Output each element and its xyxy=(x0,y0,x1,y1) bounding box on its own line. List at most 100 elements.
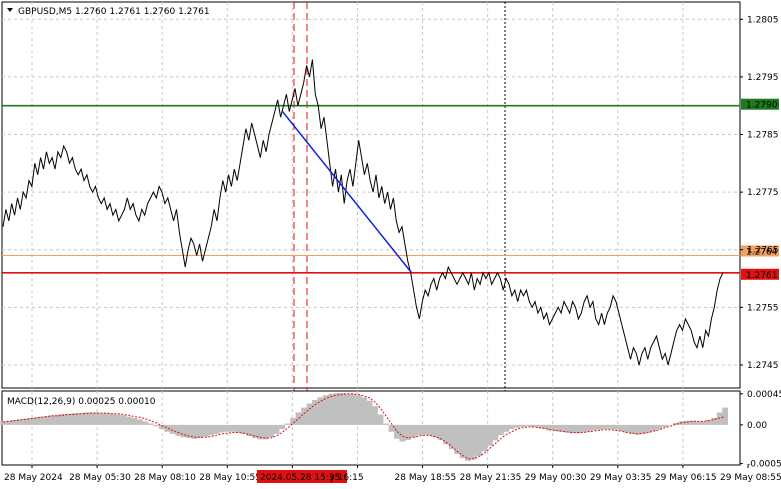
macd-bar xyxy=(405,424,411,441)
level-badge xyxy=(741,268,779,280)
macd-bar xyxy=(295,412,302,425)
trend-line[interactable] xyxy=(281,110,413,274)
macd-bar xyxy=(705,420,712,425)
macd-bar xyxy=(98,413,105,425)
macd-bar xyxy=(536,424,543,428)
macd-bar xyxy=(514,424,521,428)
macd-bar xyxy=(645,424,652,433)
macd-bar xyxy=(552,424,559,432)
macd-bar xyxy=(322,395,329,425)
x-tick-label: 29 May 08:55 xyxy=(720,473,781,483)
macd-bar xyxy=(519,424,526,427)
macd-bar xyxy=(268,424,275,438)
macd-bar xyxy=(312,399,318,425)
y-tick-label: 1.2805 xyxy=(747,15,779,25)
macd-bar xyxy=(629,424,636,434)
x-tick-label: 29 May 00:30 xyxy=(525,473,587,483)
macd-bar xyxy=(339,393,346,425)
macd-histogram xyxy=(0,393,729,461)
macd-bar xyxy=(547,424,554,431)
macd-bar xyxy=(700,421,707,425)
macd-bar xyxy=(607,424,614,430)
chevron-down-icon[interactable] xyxy=(7,8,13,12)
macd-bar xyxy=(683,420,690,425)
macd-bar xyxy=(120,415,127,425)
macd-bar xyxy=(662,424,668,427)
macd-bar xyxy=(694,421,701,425)
macd-bar xyxy=(328,393,335,425)
level-badge-label: 1.2790 xyxy=(746,101,778,111)
macd-bar xyxy=(284,423,291,425)
macd-bar xyxy=(421,424,428,435)
macd-y-axis: 0.00045 0.00 -0.00056 xyxy=(740,390,781,470)
y-tick-label: -0.00056 xyxy=(747,460,781,470)
macd-bar xyxy=(673,422,679,425)
macd-bar xyxy=(508,424,515,430)
macd-bar xyxy=(437,424,444,441)
macd-bar xyxy=(596,424,603,430)
macd-bar xyxy=(415,424,422,436)
macd-bar xyxy=(689,420,696,425)
level-badge xyxy=(741,245,779,257)
macd-bar xyxy=(350,393,357,425)
macd-bar xyxy=(377,414,384,425)
time-axis: 28 May 2024 28 May 05:30 28 May 08:10 28 Ma… xyxy=(4,465,781,483)
macd-bar xyxy=(147,423,154,425)
price-y-axis: 1.2805 1.2795 1.2785 1.2775 1.2765 1.2755 1.27… xyxy=(740,15,779,371)
macd-bar xyxy=(257,424,264,440)
macd-bar xyxy=(656,424,663,430)
y-tick-label: 1.2745 xyxy=(747,361,779,371)
macd-bar xyxy=(169,424,176,434)
macd-bar xyxy=(279,424,285,430)
macd-bar xyxy=(333,393,340,425)
y-tick-label: 0.00045 xyxy=(747,390,781,400)
macd-bar xyxy=(44,415,50,425)
macd-bar xyxy=(60,413,67,425)
macd-bar xyxy=(22,418,28,425)
macd-bar xyxy=(383,423,389,425)
price-panel xyxy=(1,1,741,389)
macd-bar xyxy=(590,424,597,431)
macd-bar xyxy=(432,424,439,438)
macd-bar xyxy=(191,424,198,439)
macd-bar xyxy=(224,424,231,432)
macd-bar xyxy=(476,424,482,457)
macd-bar xyxy=(180,424,187,438)
y-tick-label: 1.2785 xyxy=(747,131,779,141)
macd-bar xyxy=(569,424,575,434)
macd-bar xyxy=(366,400,373,425)
x-tick-label: 28 May 05:30 xyxy=(69,473,131,483)
macd-bar xyxy=(388,424,395,432)
macd-bar xyxy=(618,424,625,432)
macd-bar xyxy=(240,424,247,434)
macd-bar xyxy=(426,424,433,436)
macd-bar xyxy=(634,424,641,435)
macd-bar xyxy=(301,407,307,425)
macd-bar xyxy=(317,397,324,425)
x-tick-label: 28 May 2024 xyxy=(4,473,63,483)
macd-bar xyxy=(126,416,132,425)
macd-bar xyxy=(104,413,110,425)
macd-bar xyxy=(443,424,450,445)
vertical-markers xyxy=(293,2,506,465)
macd-signal-line xyxy=(2,393,726,460)
macd-bar xyxy=(273,424,280,434)
macd-bar xyxy=(563,424,570,433)
macd-bar xyxy=(487,424,493,446)
macd-bar xyxy=(76,413,83,425)
macd-bar xyxy=(87,412,94,425)
macd-bar xyxy=(306,403,313,425)
macd-bar xyxy=(11,420,17,425)
x-tick-label: 28 May 21:35 xyxy=(460,473,522,483)
macd-bar xyxy=(525,424,532,427)
macd-bar xyxy=(49,415,56,425)
macd-bar xyxy=(142,421,149,425)
macd-bar xyxy=(640,424,646,434)
macd-bar xyxy=(229,424,236,432)
y-tick-label: 1.2795 xyxy=(747,73,779,83)
macd-bar xyxy=(33,417,39,425)
macd-bar xyxy=(601,424,608,430)
macd-bar xyxy=(651,424,657,432)
